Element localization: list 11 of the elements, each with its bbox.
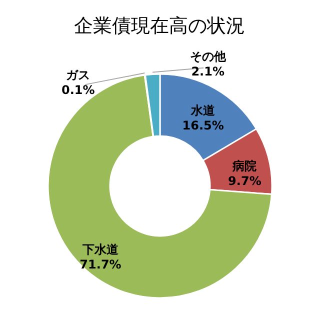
data-label: 0.1%	[62, 82, 95, 97]
slice-label: ガス	[66, 68, 90, 82]
data-label: 71.7%	[80, 257, 122, 272]
chart-title: 企業債現在高の状況	[74, 15, 245, 37]
data-label: 9.7%	[228, 174, 262, 188]
data-label: 2.1%	[191, 64, 224, 79]
slice-label: その他	[190, 50, 227, 64]
slice-label: 下水道	[81, 242, 120, 256]
data-label: 16.5%	[182, 118, 224, 132]
slice-label: 水道	[190, 103, 216, 118]
slice-label: 病院	[232, 159, 257, 174]
